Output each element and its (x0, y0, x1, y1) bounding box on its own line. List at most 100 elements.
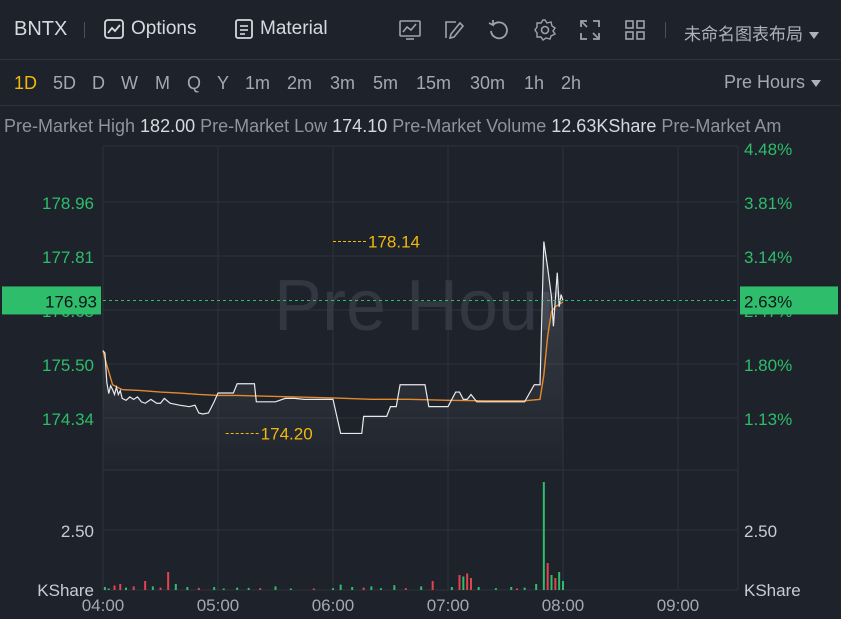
layout-selector[interactable]: 未命名图表布局 (684, 20, 819, 45)
current-price-text: 176.93 (45, 292, 97, 311)
premarket-stats: Pre-Market High 182.00 Pre-Market Low 17… (4, 116, 841, 137)
volume-bar (370, 586, 373, 590)
top-toolbar: BNTX Options Material (0, 0, 841, 60)
volume-bar (470, 578, 472, 590)
period-1h[interactable]: 1h (524, 73, 545, 93)
y-tick-label-right: 1.13% (744, 410, 792, 429)
volume-bar (516, 588, 518, 590)
annotation-label: 174.20 (261, 424, 313, 443)
volume-bar (510, 587, 513, 590)
x-tick-label: 08:00 (542, 596, 585, 615)
volume-bar (558, 572, 561, 590)
volume-bar (450, 587, 453, 590)
x-tick-label: 09:00 (657, 596, 700, 615)
stat-label: Pre-Market Low (200, 116, 333, 136)
stat-label: Pre-Market High (4, 116, 141, 136)
indicator-icon[interactable] (398, 18, 422, 42)
stat-value: 12.63KShare (551, 116, 662, 136)
options-button[interactable]: Options (103, 18, 196, 40)
volume-bar (186, 587, 189, 590)
period-5d[interactable]: 5D (53, 73, 77, 93)
x-tick-label: 06:00 (312, 596, 355, 615)
period-w[interactable]: W (121, 73, 138, 93)
y-tick-label-left: 175.50 (42, 356, 94, 375)
price-line (102, 241, 564, 435)
watermark-text: Pre Hour (274, 266, 562, 346)
volume-bar (404, 588, 407, 590)
volume-bar (431, 581, 434, 590)
volume-bar (542, 482, 545, 590)
volume-bar (167, 572, 170, 590)
y-tick-label-left: 174.34 (42, 410, 94, 429)
current-change-tag (740, 286, 838, 315)
layout-name-label: 未命名图表布局 (684, 25, 803, 44)
session-label: Pre Hours (724, 72, 806, 92)
y-tick-label-right: 1.80% (744, 356, 792, 375)
period-m[interactable]: M (155, 73, 170, 93)
volume-tick-left: 2.50 (61, 522, 94, 541)
volume-bar (197, 587, 200, 590)
period-3m[interactable]: 3m (330, 73, 356, 93)
volume-bar (546, 563, 549, 590)
volume-bar (332, 588, 334, 590)
volume-bar (174, 584, 177, 590)
material-label: Material (260, 18, 328, 39)
volume-bar (274, 586, 277, 590)
period-5m[interactable]: 5m (373, 73, 399, 93)
volume-bar (351, 587, 354, 590)
settings-icon[interactable] (533, 18, 557, 42)
volume-bar (113, 585, 116, 590)
volume-bar (103, 587, 106, 590)
volume-bar (213, 587, 216, 590)
symbol-label[interactable]: BNTX (14, 18, 68, 40)
layout-grid-icon[interactable] (623, 18, 647, 42)
y-tick-label-right: 3.14% (744, 248, 792, 267)
toolbar-divider (84, 22, 85, 38)
caret-down-icon (809, 32, 819, 40)
volume-bar (494, 588, 497, 590)
stat-label: Pre-Market Am (661, 116, 782, 136)
period-30m[interactable]: 30m (470, 73, 506, 93)
stat-value: 182.00 (140, 116, 201, 136)
volume-bar (550, 575, 553, 590)
period-bar: 1D 5D D W M Q Y 1m 2m 3m 5m 15m 30m 1h 2h Pre Hours (0, 60, 841, 106)
stat-value: 174.10 (332, 116, 393, 136)
fullscreen-icon[interactable] (578, 18, 602, 42)
options-icon (104, 19, 124, 39)
toolbar-divider (665, 22, 666, 38)
volume-bar (222, 588, 225, 590)
y-tick-label-left: 177.81 (42, 248, 94, 267)
period-1d[interactable]: 1D (14, 73, 38, 93)
volume-bar (236, 587, 239, 590)
period-y[interactable]: Y (217, 73, 230, 93)
x-tick-label: 07:00 (427, 596, 470, 615)
volume-bar (562, 581, 564, 590)
volume-bar (151, 586, 154, 590)
undo-icon[interactable] (487, 18, 511, 42)
volume-bar (159, 587, 162, 590)
volume-unit-left: KShare (37, 581, 94, 600)
volume-bar (477, 587, 480, 590)
period-q[interactable]: Q (187, 73, 202, 93)
session-selector[interactable]: Pre Hours (724, 72, 822, 93)
volume-bar (554, 578, 557, 590)
period-2h[interactable]: 2h (561, 73, 582, 93)
annotation-label: 178.14 (368, 232, 420, 251)
draw-icon[interactable] (442, 18, 466, 42)
period-d[interactable]: D (92, 73, 105, 93)
volume-bar (289, 588, 292, 590)
price-area (103, 241, 563, 470)
material-button[interactable]: Material (234, 18, 328, 40)
volume-bar (379, 588, 382, 590)
volume-bar (393, 585, 396, 590)
volume-bar (247, 587, 250, 590)
volume-bar (119, 584, 122, 590)
period-1m[interactable]: 1m (245, 73, 271, 93)
period-2m[interactable]: 2m (287, 73, 313, 93)
y-tick-label-left: 178.96 (42, 194, 94, 213)
volume-bar (339, 584, 342, 590)
volume-bar (259, 588, 262, 590)
period-15m[interactable]: 15m (416, 73, 452, 93)
volume-unit-right: KShare (744, 581, 801, 600)
